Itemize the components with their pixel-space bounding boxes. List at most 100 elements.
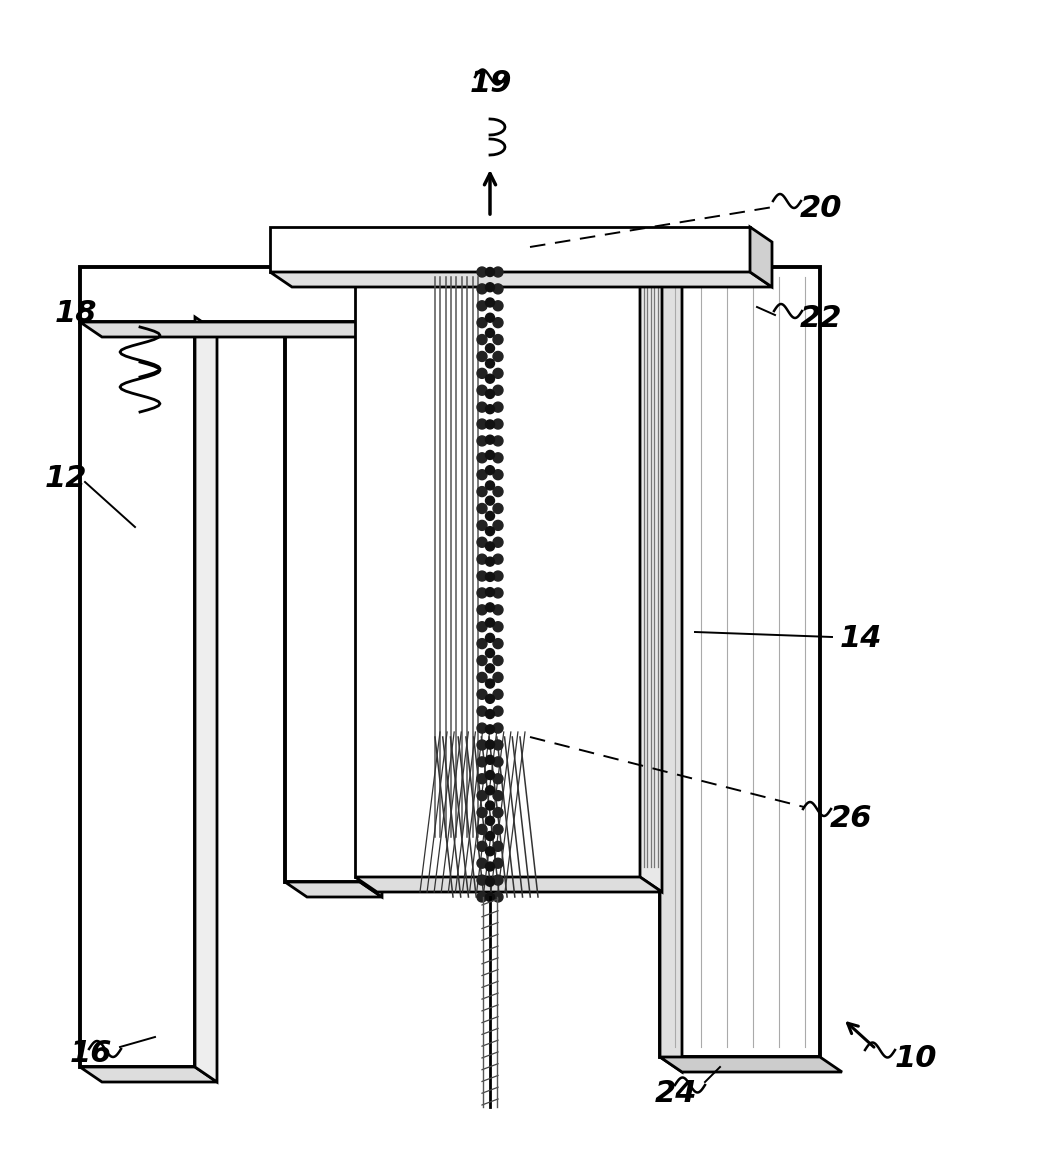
Circle shape — [477, 317, 487, 328]
Circle shape — [486, 557, 494, 566]
Circle shape — [477, 757, 487, 767]
Polygon shape — [360, 317, 382, 897]
Circle shape — [493, 672, 503, 683]
Circle shape — [477, 638, 487, 649]
Circle shape — [486, 450, 494, 460]
Text: 12: 12 — [45, 464, 87, 492]
Circle shape — [493, 369, 503, 378]
Circle shape — [486, 572, 494, 581]
Circle shape — [486, 634, 494, 642]
Text: 24: 24 — [655, 1079, 698, 1107]
Circle shape — [486, 664, 494, 673]
Text: 16: 16 — [70, 1039, 113, 1068]
Circle shape — [486, 541, 494, 551]
Circle shape — [477, 875, 487, 885]
Text: 22: 22 — [800, 303, 842, 333]
Circle shape — [477, 724, 487, 733]
Polygon shape — [355, 272, 640, 876]
Circle shape — [493, 385, 503, 396]
Circle shape — [493, 622, 503, 631]
Circle shape — [477, 791, 487, 801]
Circle shape — [493, 571, 503, 581]
Circle shape — [477, 605, 487, 615]
Circle shape — [486, 526, 494, 536]
Circle shape — [486, 878, 494, 886]
Circle shape — [486, 344, 494, 352]
Circle shape — [486, 282, 494, 292]
Circle shape — [477, 469, 487, 480]
Polygon shape — [80, 322, 382, 337]
Circle shape — [493, 267, 503, 277]
Circle shape — [486, 588, 494, 596]
Circle shape — [477, 808, 487, 818]
Circle shape — [486, 649, 494, 657]
Circle shape — [486, 847, 494, 855]
Circle shape — [486, 755, 494, 764]
Circle shape — [486, 375, 494, 383]
Circle shape — [493, 757, 503, 767]
Circle shape — [493, 537, 503, 547]
Circle shape — [477, 554, 487, 564]
Circle shape — [486, 740, 494, 749]
Circle shape — [486, 313, 494, 322]
Circle shape — [493, 656, 503, 665]
Circle shape — [477, 588, 487, 598]
Circle shape — [477, 774, 487, 784]
Circle shape — [493, 351, 503, 362]
Circle shape — [486, 405, 494, 413]
Polygon shape — [195, 317, 217, 1082]
Circle shape — [477, 892, 487, 902]
Circle shape — [486, 420, 494, 429]
Circle shape — [477, 571, 487, 581]
Circle shape — [486, 801, 494, 810]
Circle shape — [477, 301, 487, 310]
Polygon shape — [355, 876, 662, 892]
Circle shape — [493, 419, 503, 429]
Circle shape — [493, 317, 503, 328]
Circle shape — [477, 403, 487, 412]
Circle shape — [477, 503, 487, 513]
Circle shape — [486, 496, 494, 505]
Circle shape — [493, 403, 503, 412]
Circle shape — [486, 694, 494, 704]
Circle shape — [477, 824, 487, 834]
Polygon shape — [285, 317, 360, 882]
Circle shape — [493, 301, 503, 310]
Circle shape — [486, 710, 494, 719]
Circle shape — [477, 351, 487, 362]
Circle shape — [486, 893, 494, 901]
Circle shape — [493, 892, 503, 902]
Circle shape — [486, 390, 494, 398]
Circle shape — [493, 638, 503, 649]
Circle shape — [477, 841, 487, 851]
Circle shape — [486, 511, 494, 520]
Circle shape — [486, 328, 494, 337]
Polygon shape — [750, 228, 772, 287]
Circle shape — [486, 832, 494, 840]
Circle shape — [493, 469, 503, 480]
Circle shape — [486, 785, 494, 795]
Circle shape — [493, 588, 503, 598]
Circle shape — [477, 656, 487, 665]
Circle shape — [486, 481, 494, 490]
Polygon shape — [660, 1057, 842, 1072]
Circle shape — [477, 436, 487, 446]
Circle shape — [493, 520, 503, 530]
Text: 20: 20 — [800, 194, 842, 223]
Polygon shape — [80, 1067, 217, 1082]
Circle shape — [477, 706, 487, 717]
Circle shape — [486, 770, 494, 780]
Circle shape — [493, 554, 503, 564]
Polygon shape — [660, 267, 682, 1072]
Circle shape — [493, 284, 503, 294]
Text: 26: 26 — [829, 804, 873, 833]
Circle shape — [486, 725, 494, 734]
Circle shape — [486, 298, 494, 307]
Circle shape — [486, 619, 494, 627]
Circle shape — [477, 419, 487, 429]
Polygon shape — [80, 317, 195, 1067]
Circle shape — [486, 267, 494, 277]
Circle shape — [493, 706, 503, 717]
Circle shape — [486, 679, 494, 689]
Circle shape — [477, 284, 487, 294]
